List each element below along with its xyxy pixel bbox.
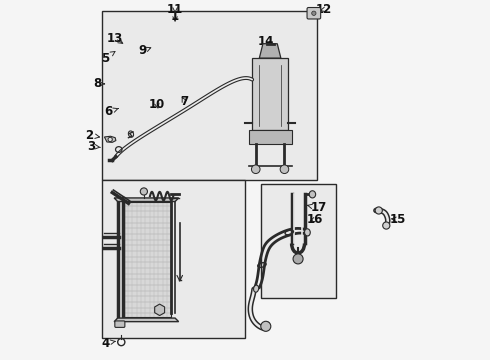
Polygon shape bbox=[259, 44, 281, 58]
Text: 13: 13 bbox=[107, 32, 123, 45]
Bar bbox=[261, 184, 337, 298]
Text: 9: 9 bbox=[139, 44, 151, 57]
Text: 7: 7 bbox=[180, 95, 188, 108]
Polygon shape bbox=[104, 136, 116, 142]
Text: 2: 2 bbox=[85, 129, 99, 142]
Bar bbox=[101, 180, 245, 338]
Text: 14: 14 bbox=[258, 35, 274, 49]
Text: 15: 15 bbox=[389, 213, 406, 226]
Text: 1: 1 bbox=[171, 10, 179, 23]
FancyBboxPatch shape bbox=[307, 8, 320, 19]
Text: 16: 16 bbox=[307, 213, 323, 226]
Circle shape bbox=[375, 207, 382, 214]
Text: 4: 4 bbox=[101, 337, 115, 350]
Text: 12: 12 bbox=[316, 3, 332, 16]
Polygon shape bbox=[114, 318, 179, 321]
Circle shape bbox=[383, 222, 390, 229]
Polygon shape bbox=[248, 130, 292, 144]
Text: 8: 8 bbox=[93, 77, 104, 90]
Polygon shape bbox=[252, 58, 288, 130]
FancyBboxPatch shape bbox=[115, 321, 125, 327]
Bar bbox=[101, 12, 317, 180]
Ellipse shape bbox=[253, 285, 259, 292]
Circle shape bbox=[312, 11, 316, 15]
Circle shape bbox=[140, 188, 147, 195]
Text: 5: 5 bbox=[101, 51, 115, 64]
Bar bbox=[124, 202, 171, 317]
Ellipse shape bbox=[309, 191, 316, 198]
Circle shape bbox=[251, 165, 260, 174]
Text: 11: 11 bbox=[167, 3, 183, 16]
Circle shape bbox=[280, 165, 289, 174]
Text: 3: 3 bbox=[87, 140, 100, 153]
Circle shape bbox=[293, 254, 303, 264]
Text: 17: 17 bbox=[308, 202, 327, 215]
Polygon shape bbox=[114, 198, 179, 202]
Text: 10: 10 bbox=[149, 98, 165, 111]
Circle shape bbox=[261, 321, 271, 331]
Circle shape bbox=[108, 137, 112, 141]
Bar bbox=[124, 202, 171, 317]
Text: 6: 6 bbox=[104, 105, 118, 118]
Ellipse shape bbox=[304, 229, 310, 236]
